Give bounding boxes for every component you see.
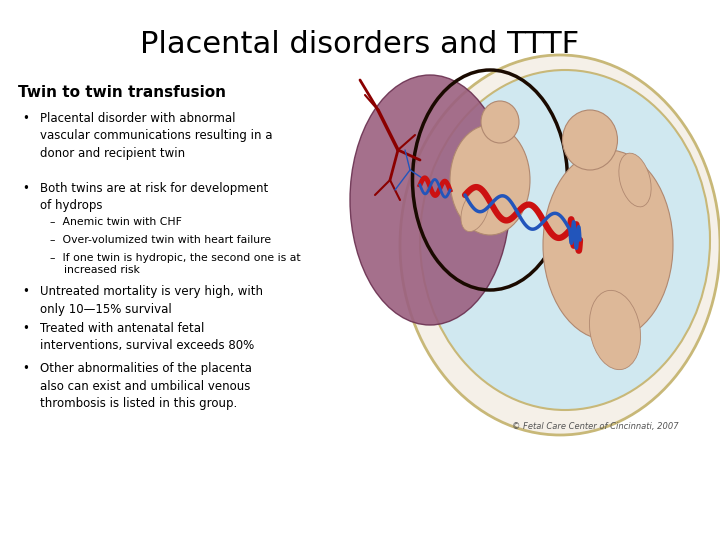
Ellipse shape (590, 291, 641, 370)
Text: •: • (22, 322, 29, 335)
Ellipse shape (481, 101, 519, 143)
Text: Placental disorders and TTTF: Placental disorders and TTTF (140, 30, 580, 59)
Text: –  Over-volumized twin with heart failure: – Over-volumized twin with heart failure (50, 235, 271, 245)
Text: Placental disorder with abnormal
vascular communications resulting in a
donor an: Placental disorder with abnormal vascula… (40, 112, 272, 160)
Text: Untreated mortality is very high, with
only 10—15% survival: Untreated mortality is very high, with o… (40, 285, 263, 315)
Text: •: • (22, 112, 29, 125)
Text: –  Anemic twin with CHF: – Anemic twin with CHF (50, 217, 182, 227)
Ellipse shape (562, 110, 618, 170)
Text: •: • (22, 182, 29, 195)
Text: •: • (22, 362, 29, 375)
Text: •: • (22, 285, 29, 298)
Ellipse shape (461, 188, 489, 232)
Text: © Fetal Care Center of Cincinnati, 2007: © Fetal Care Center of Cincinnati, 2007 (512, 422, 679, 431)
Ellipse shape (543, 150, 673, 340)
Text: Both twins are at risk for development
of hydrops: Both twins are at risk for development o… (40, 182, 269, 213)
Text: –  If one twin is hydropic, the second one is at
    increased risk: – If one twin is hydropic, the second on… (50, 253, 301, 275)
Text: Other abnormalities of the placenta
also can exist and umbilical venous
thrombos: Other abnormalities of the placenta also… (40, 362, 252, 410)
Ellipse shape (350, 75, 510, 325)
Ellipse shape (400, 55, 720, 435)
Ellipse shape (420, 70, 710, 410)
Text: Twin to twin transfusion: Twin to twin transfusion (18, 85, 226, 100)
Text: Treated with antenatal fetal
interventions, survival exceeds 80%: Treated with antenatal fetal interventio… (40, 322, 254, 353)
Ellipse shape (619, 153, 651, 207)
Ellipse shape (450, 125, 530, 235)
